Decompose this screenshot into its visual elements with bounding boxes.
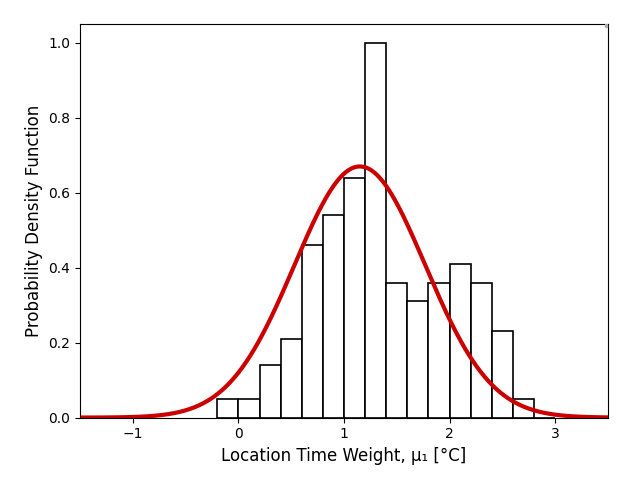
Bar [450, 264, 471, 418]
Bar [260, 365, 281, 418]
Bar [387, 283, 408, 418]
Bar [513, 399, 534, 418]
Bar [302, 245, 323, 418]
Bar [218, 399, 239, 418]
Bar [281, 339, 302, 418]
Bar [344, 178, 365, 418]
Bar [239, 399, 260, 418]
Bar [408, 301, 429, 418]
Bar [323, 215, 344, 418]
Legend:  [605, 24, 607, 26]
Y-axis label: Probability Density Function: Probability Density Function [25, 105, 43, 337]
X-axis label: Location Time Weight, μ₁ [°C]: Location Time Weight, μ₁ [°C] [221, 447, 467, 465]
Bar [492, 331, 513, 418]
Bar [429, 283, 450, 418]
Bar [365, 43, 387, 418]
Bar [471, 283, 492, 418]
